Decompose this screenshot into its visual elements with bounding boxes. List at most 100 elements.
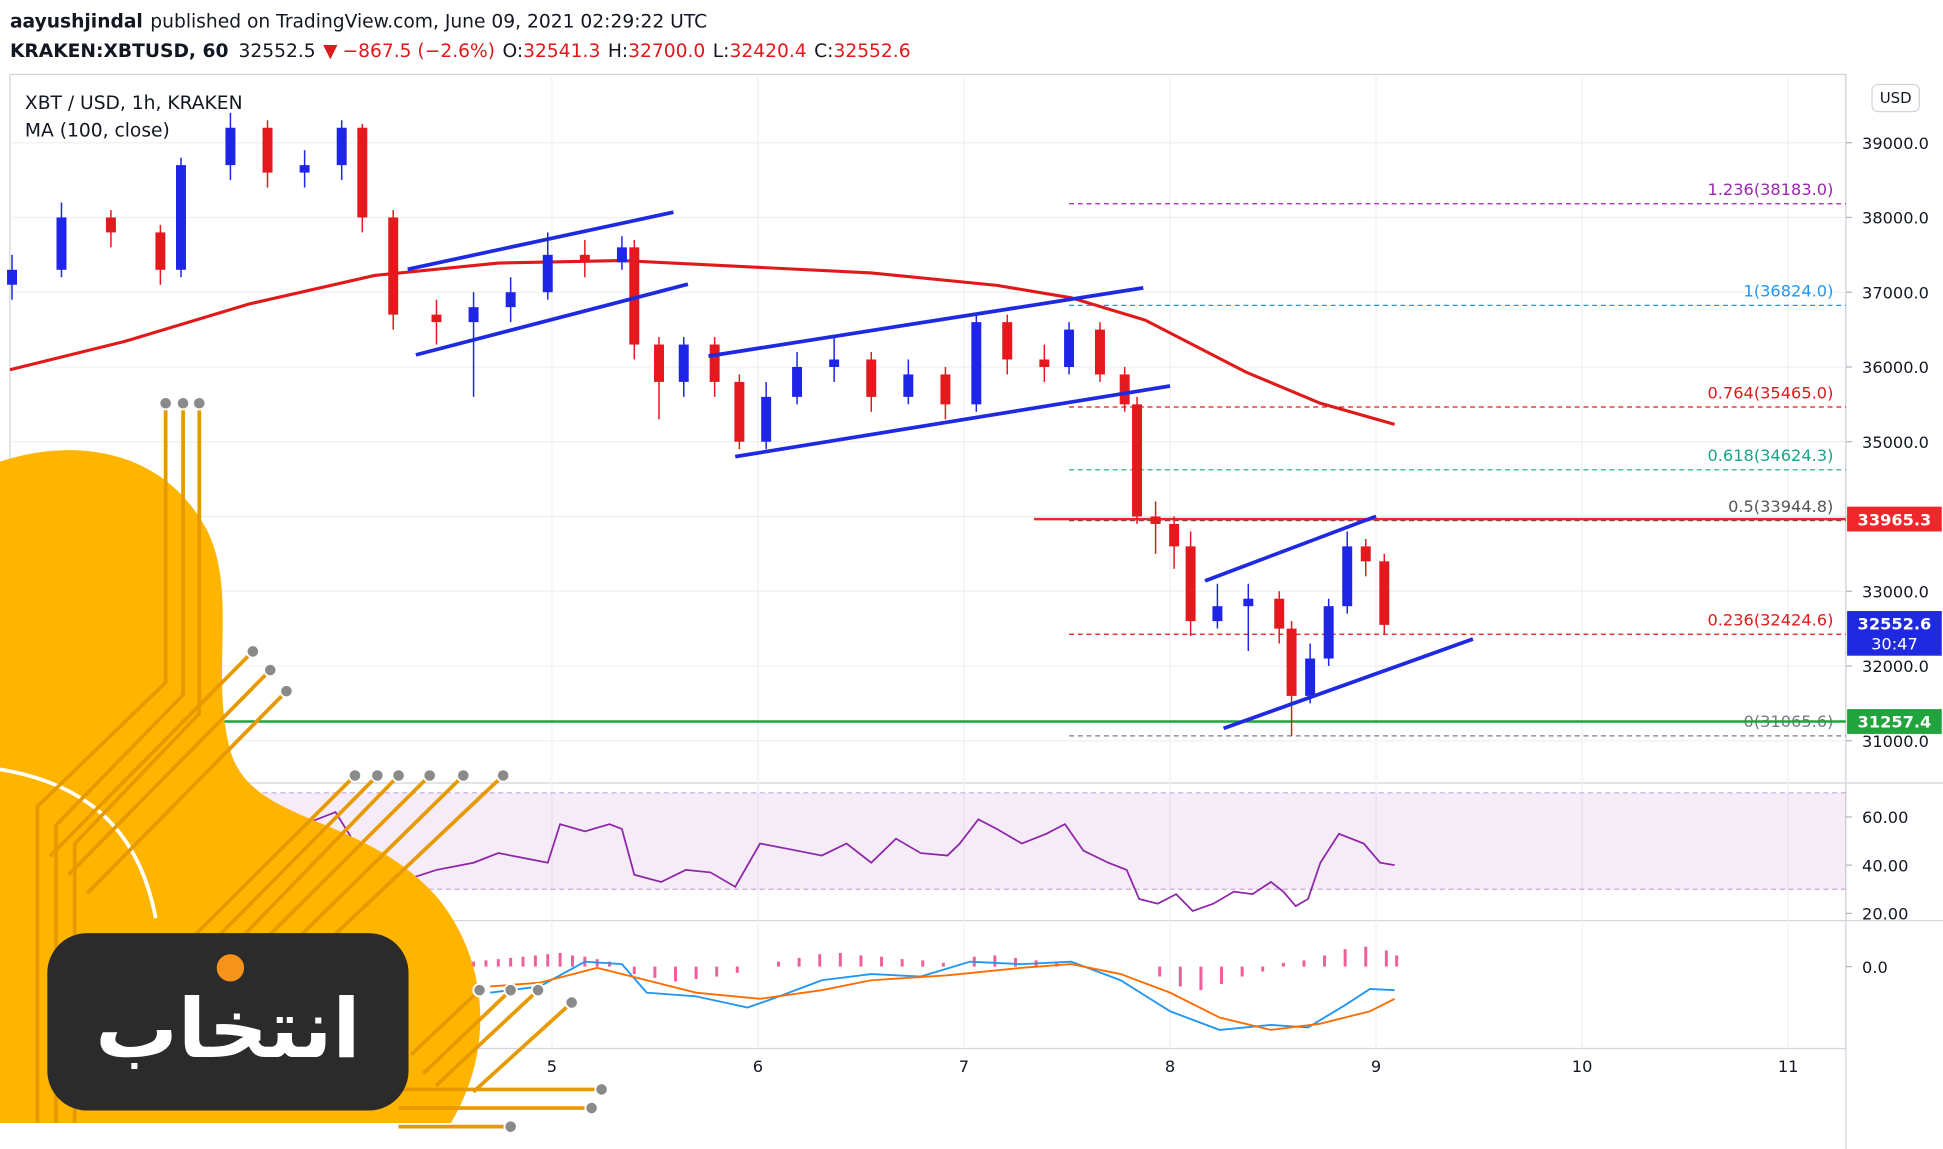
candle-body bbox=[866, 359, 877, 397]
candle-body bbox=[940, 374, 951, 405]
macd-hist-bar bbox=[859, 955, 863, 967]
trendline bbox=[415, 282, 689, 357]
last-price-label: 32552.6 bbox=[1858, 615, 1932, 634]
ma-line bbox=[9, 259, 1396, 426]
macd-hist-bar bbox=[735, 966, 739, 973]
ohlc-key: O: bbox=[503, 41, 524, 62]
candle-body bbox=[56, 217, 67, 270]
legend-ma: MA (100, close) bbox=[25, 121, 170, 142]
symbol: KRAKEN:XBTUSD, 60 bbox=[10, 41, 229, 62]
fib-label: 0.5(33944.8) bbox=[1728, 497, 1833, 516]
last-price-tag bbox=[1847, 611, 1942, 656]
candle-body bbox=[505, 292, 516, 308]
y-tick-label: 37000.0 bbox=[1862, 283, 1929, 302]
y-tick-label: 39000.0 bbox=[1862, 134, 1929, 153]
candle-body bbox=[678, 344, 689, 382]
candle-body bbox=[542, 254, 553, 293]
candle-body bbox=[829, 359, 840, 367]
candle-body bbox=[1342, 546, 1353, 607]
macd-hist-bar bbox=[509, 957, 513, 967]
macd-hist-bar bbox=[777, 961, 781, 967]
candle-body bbox=[299, 165, 310, 173]
macd-tick-label: 0.0 bbox=[1862, 958, 1888, 977]
last: 32552.5 bbox=[238, 41, 315, 62]
macd-hist-bar bbox=[1281, 962, 1285, 967]
y-tick-label: 38000.0 bbox=[1862, 209, 1929, 228]
macd-hist-bar bbox=[546, 954, 550, 967]
signal-line bbox=[490, 963, 1396, 1031]
published: published on TradingView.com, June 09, 2… bbox=[150, 11, 707, 32]
candle-body bbox=[761, 396, 772, 442]
trendline bbox=[407, 210, 674, 272]
ohlc-value: 32552.6 bbox=[833, 41, 910, 62]
y-tick-label: 32000.0 bbox=[1862, 657, 1929, 676]
macd-hist-bar bbox=[533, 955, 537, 967]
legend-title: XBT / USD, 1h, KRAKEN bbox=[25, 93, 243, 114]
candle-body bbox=[1286, 628, 1297, 696]
candle-body bbox=[1212, 606, 1223, 622]
candle-body bbox=[1360, 546, 1371, 562]
candle-body bbox=[336, 127, 347, 166]
rsi-line bbox=[261, 811, 1395, 913]
candle-body bbox=[1305, 658, 1316, 696]
y-tick-label: 31000.0 bbox=[1862, 732, 1929, 751]
macd-hist-bar bbox=[484, 960, 488, 967]
countdown: 30:47 bbox=[1871, 635, 1918, 654]
macd-hist-bar bbox=[1199, 966, 1203, 991]
candle-body bbox=[1243, 598, 1254, 607]
logo-swoosh bbox=[0, 767, 158, 919]
candle-body bbox=[1064, 329, 1075, 367]
macd-hist-bar bbox=[674, 966, 677, 982]
price-tag-label: 33965.3 bbox=[1858, 510, 1932, 529]
candle-body bbox=[1185, 546, 1196, 622]
candle-body bbox=[7, 269, 18, 285]
candle-body bbox=[903, 374, 914, 397]
macd-hist-bar bbox=[1055, 961, 1059, 967]
macd-hist-bar bbox=[1364, 946, 1368, 967]
candle-body bbox=[1039, 359, 1050, 367]
macd-hist-bar bbox=[694, 966, 698, 980]
macd-hist-bar bbox=[558, 952, 562, 967]
candle-body bbox=[155, 232, 166, 270]
logo-box bbox=[47, 933, 409, 1111]
macd-hist-bar bbox=[993, 955, 997, 967]
fib-label: 1(36824.0) bbox=[1744, 282, 1834, 301]
macd-hist-bar bbox=[1384, 950, 1388, 967]
candle-body bbox=[105, 217, 116, 233]
macd-hist-bar bbox=[838, 952, 842, 967]
candle-body bbox=[1119, 374, 1130, 405]
macd-hist-bar bbox=[632, 966, 636, 975]
candle-body bbox=[388, 217, 399, 315]
rsi-tick-label: 40.00 bbox=[1862, 856, 1908, 875]
macd-hist-bar bbox=[1240, 966, 1244, 977]
ohlc-key: H: bbox=[608, 41, 628, 62]
x-tick-label: 8 bbox=[1165, 1057, 1175, 1076]
trendline bbox=[1222, 637, 1474, 731]
candle-body bbox=[579, 254, 590, 263]
trendline bbox=[734, 384, 1171, 459]
macd-hist-bar bbox=[900, 959, 904, 967]
candle-body bbox=[734, 381, 745, 442]
candle-body bbox=[225, 127, 236, 166]
candle-body bbox=[357, 127, 368, 218]
candle-body bbox=[629, 247, 640, 345]
macd-hist-bar bbox=[1302, 960, 1306, 967]
macd-hist-bar bbox=[1395, 955, 1399, 967]
candle-body bbox=[431, 314, 442, 323]
fib-label: 0.236(32424.6) bbox=[1707, 611, 1833, 630]
header-line-1: aayushjindal published on TradingView.com… bbox=[10, 11, 707, 32]
macd-hist-bar bbox=[521, 956, 525, 967]
macd-line bbox=[489, 960, 1395, 1031]
candle-body bbox=[1323, 606, 1334, 659]
currency-box bbox=[1871, 83, 1920, 113]
candle-body bbox=[1094, 329, 1105, 375]
fib-label: 0.764(35465.0) bbox=[1707, 383, 1833, 402]
header-line-2: KRAKEN:XBTUSD, 60 32552.5 ▼ −867.5 (−2.6%) O… bbox=[10, 41, 911, 62]
candle-body bbox=[1274, 598, 1285, 629]
ohlc-key: L: bbox=[713, 41, 730, 62]
y-tick-label: 36000.0 bbox=[1862, 358, 1929, 377]
fib-label: 0.618(34624.3) bbox=[1707, 446, 1833, 465]
candle-body bbox=[1002, 322, 1013, 360]
